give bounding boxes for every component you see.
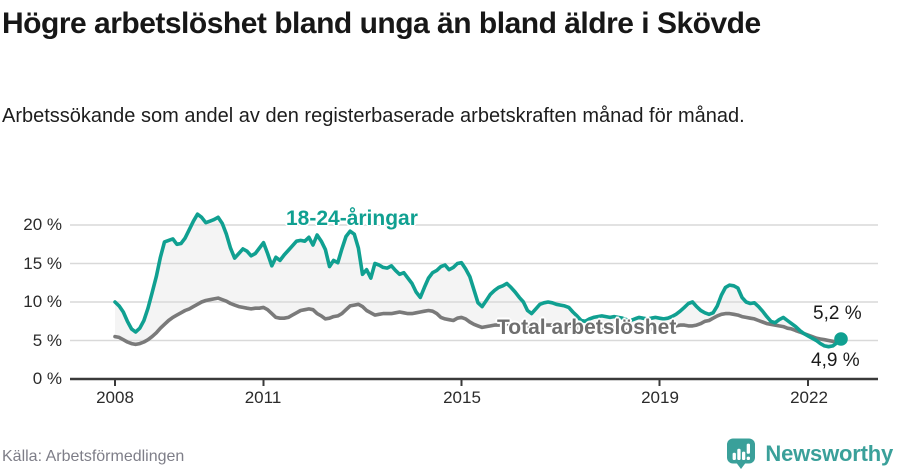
y-axis-label: 0 % xyxy=(32,369,62,388)
x-axis-label: 2011 xyxy=(244,388,282,407)
x-axis-label: 2019 xyxy=(641,388,679,407)
chart-title: Högre arbetslöshet bland unga än bland ä… xyxy=(2,7,761,40)
newsworthy-icon xyxy=(727,438,756,469)
newsworthy-logo[interactable]: Newsworthy xyxy=(724,437,893,470)
y-axis-label: 20 % xyxy=(23,215,62,234)
y-axis-label: 10 % xyxy=(23,292,62,311)
y-axis-label: 5 % xyxy=(32,331,62,350)
end-value-young: 5,2 % xyxy=(813,303,862,324)
series-label-total: Total arbetslöshet xyxy=(497,316,677,339)
newsworthy-wordmark: Newsworthy xyxy=(765,440,893,466)
y-axis-label: 15 % xyxy=(23,254,62,273)
x-axis-label: 2022 xyxy=(790,388,828,407)
series-label-young: 18-24-åringar xyxy=(286,207,418,230)
x-axis-label: 2015 xyxy=(443,388,481,407)
x-axis-label: 2008 xyxy=(96,388,134,407)
source-note: Källa: Arbetsförmedlingen xyxy=(2,448,185,465)
end-value-total: 4,9 % xyxy=(811,350,860,371)
chart-subtitle: Arbetssökande som andel av den registerb… xyxy=(2,105,745,127)
